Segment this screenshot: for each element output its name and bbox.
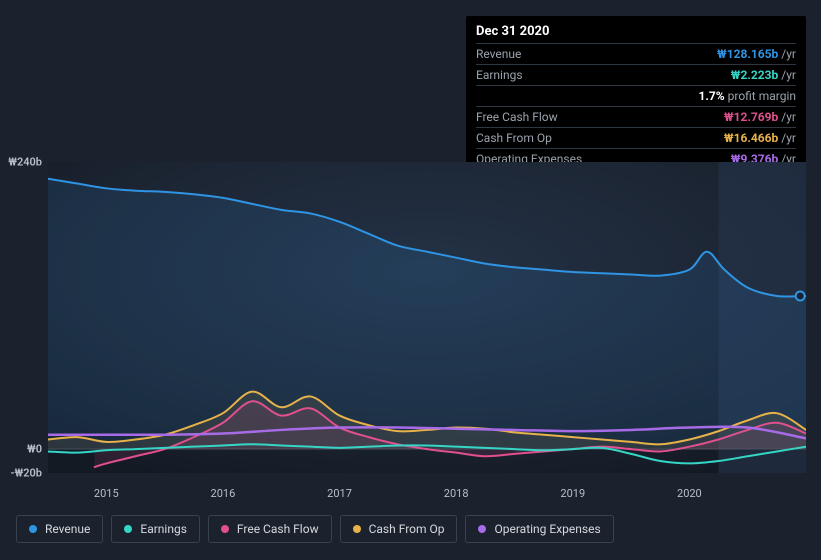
tooltip-metric-label: Free Cash Flow [476, 110, 558, 124]
y-axis-label: ₩240b [0, 156, 46, 169]
y-axis-label: ₩0 [0, 443, 46, 456]
legend-label: Earnings [140, 522, 187, 536]
legend-dot-icon [478, 525, 486, 533]
legend-item-revenue[interactable]: Revenue [16, 515, 103, 543]
tooltip-date: Dec 31 2020 [476, 22, 796, 43]
tooltip-metric-value: ₩128.165b/yr [717, 47, 796, 61]
tooltip-row: Revenue ₩128.165b/yr [476, 43, 796, 64]
chart-legend: Revenue Earnings Free Cash Flow Cash From O… [16, 515, 614, 543]
tooltip-row: Cash From Op ₩16.466b/yr [476, 127, 796, 148]
tooltip-metric-value: ₩2.223b/yr [731, 68, 796, 82]
legend-label: Operating Expenses [494, 522, 600, 536]
tooltip-subrow: 1.7%profit margin [476, 85, 796, 106]
x-axis-label: 2020 [677, 487, 702, 500]
legend-item-free-cash-flow[interactable]: Free Cash Flow [208, 515, 332, 543]
legend-label: Cash From Op [369, 522, 445, 536]
y-axis-label: -₩20b [0, 467, 46, 480]
series-end-marker [796, 291, 805, 300]
chart-tooltip: Dec 31 2020 Revenue ₩128.165b/yr Earnings ₩… [466, 16, 806, 177]
x-axis-label: 2016 [211, 487, 236, 500]
x-axis-label: 2019 [560, 487, 585, 500]
tooltip-row: Earnings ₩2.223b/yr [476, 64, 796, 85]
legend-label: Revenue [45, 522, 90, 536]
tooltip-row: Free Cash Flow ₩12.769b/yr [476, 106, 796, 127]
financials-chart-panel: { "tooltip": { "x": 466, "y": 16, "width… [0, 0, 821, 560]
tooltip-metric-value: ₩16.466b/yr [724, 131, 796, 145]
tooltip-metric-label: Revenue [476, 47, 521, 61]
legend-dot-icon [29, 525, 37, 533]
legend-dot-icon [353, 525, 361, 533]
x-axis-label: 2015 [94, 487, 119, 500]
legend-dot-icon [221, 525, 229, 533]
legend-item-earnings[interactable]: Earnings [111, 515, 200, 543]
legend-item-cash-from-op[interactable]: Cash From Op [340, 515, 458, 543]
tooltip-metric-value: ₩12.769b/yr [724, 110, 796, 124]
legend-item-operating-expenses[interactable]: Operating Expenses [465, 515, 613, 543]
legend-label: Free Cash Flow [237, 522, 319, 536]
x-axis-label: 2018 [444, 487, 469, 500]
tooltip-metric-label: Cash From Op [476, 131, 552, 145]
legend-dot-icon [124, 525, 132, 533]
tooltip-metric-label: Earnings [476, 68, 523, 82]
x-axis-label: 2017 [327, 487, 352, 500]
